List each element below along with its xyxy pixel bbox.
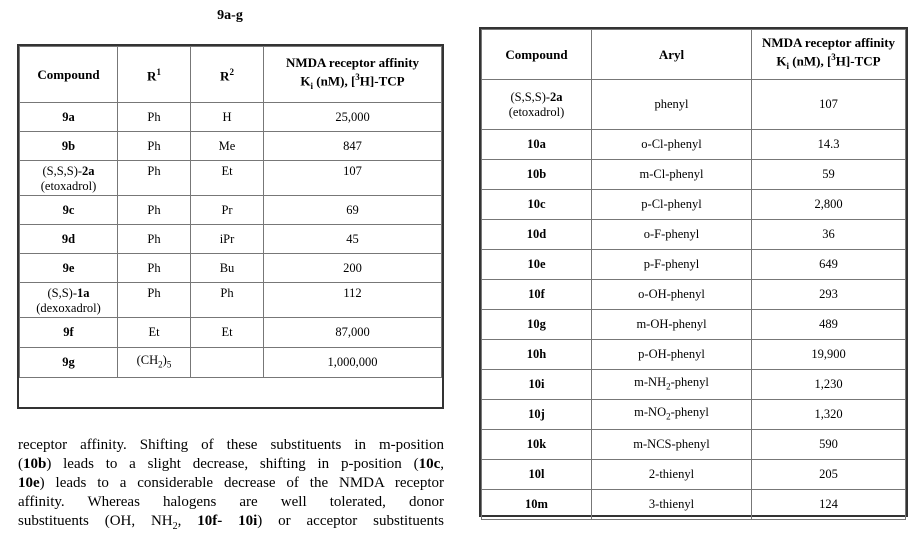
table-row: 9e Ph Bu 200 (19, 253, 442, 283)
table-row: 9g (CH2)5 1,000,000 (19, 347, 442, 378)
table-row: 10f o-OH-phenyl 293 (481, 279, 906, 310)
table-9-caption: 9a-g (217, 8, 243, 23)
table-10-header-row: Compound Aryl NMDA receptor affinity Ki … (481, 29, 906, 80)
table-row: 10k m-NCS-phenyl 590 (481, 429, 906, 460)
table-row: 9c Ph Pr 69 (19, 195, 442, 225)
table-row: 10c p-Cl-phenyl 2,800 (481, 189, 906, 220)
table-row: (S,S,S)-2a (etoxadrol) phenyl 107 (481, 79, 906, 130)
table-row: 10a o-Cl-phenyl 14.3 (481, 129, 906, 160)
table-row: 10h p-OH-phenyl 19,900 (481, 339, 906, 370)
header-compound: Compound (481, 29, 592, 80)
table-10-caption: 10a-m (640, 0, 720, 4)
header-r1: R1 (117, 46, 191, 103)
table-row: 10g m-OH-phenyl 489 (481, 309, 906, 340)
table-row: 9d Ph iPr 45 (19, 224, 442, 254)
paragraph-line: 10e) leads to a considerable decrease of… (18, 475, 444, 491)
paragraph-line: affinity. Whereas halogens are well tole… (18, 494, 444, 510)
paragraph-line: substituents (OH, NH2, 10f- 10i) or acce… (18, 513, 444, 532)
table-row: 9f Et Et 87,000 (19, 317, 442, 348)
table-row: 10l 2-thienyl 205 (481, 459, 906, 490)
table-row: (S,S,S)-2a (etoxadrol) Ph Et 107 (19, 160, 442, 196)
table-row: 10m 3-thienyl 124 (481, 489, 906, 520)
table-9-header-row: Compound R1 R2 NMDA receptor affinity Ki… (19, 46, 442, 103)
table-row: 10d o-F-phenyl 36 (481, 219, 906, 250)
header-aryl: Aryl (591, 29, 752, 80)
table-row: 10b m-Cl-phenyl 59 (481, 159, 906, 190)
table-row: (S,S)-1a (dexoxadrol) Ph Ph 112 (19, 282, 442, 318)
table-9: Compound R1 R2 NMDA receptor affinity Ki… (17, 44, 444, 409)
table-row: 9b Ph Me 847 (19, 131, 442, 161)
table-row: 9a Ph H 25,000 (19, 102, 442, 132)
table-10: Compound Aryl NMDA receptor affinity Ki … (479, 27, 908, 520)
header-affinity: NMDA receptor affinity Ki (nM), [3H]-TCP (751, 29, 906, 80)
header-affinity: NMDA receptor affinity Ki (nM), [3H]-TCP (263, 46, 442, 103)
paragraph-line: (10b) leads to a slight decrease, shifti… (18, 456, 444, 472)
paragraph-line: receptor affinity. Shifting of these sub… (18, 437, 444, 453)
header-compound: Compound (19, 46, 118, 103)
table-row: 10e p-F-phenyl 649 (481, 249, 906, 280)
table-row: 10j m-NO2-phenyl 1,320 (481, 399, 906, 430)
header-r2: R2 (190, 46, 264, 103)
table-row: 10i m-NH2-phenyl 1,230 (481, 369, 906, 400)
body-paragraph: receptor affinity. Shifting of these sub… (18, 436, 444, 536)
